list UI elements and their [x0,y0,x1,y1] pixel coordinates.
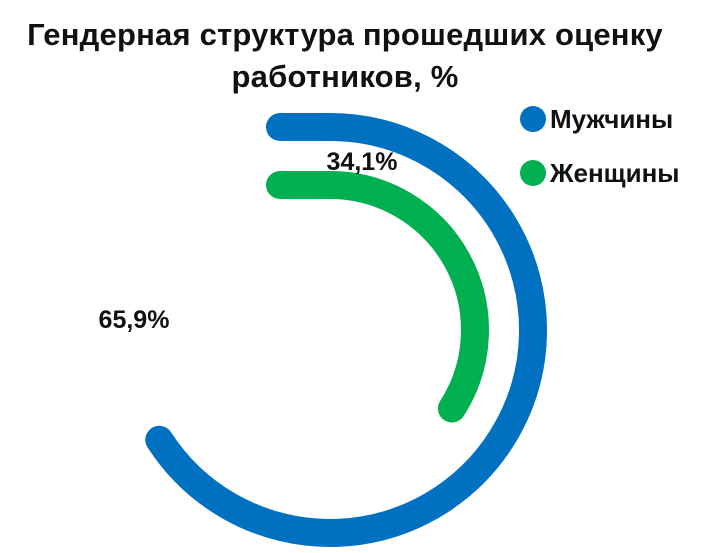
legend: Мужчины Женщины [520,92,680,200]
legend-marker-women [520,160,546,186]
legend-label-men: Мужчины [550,103,674,134]
legend-marker-men [520,106,546,132]
data-label-women: 34,1% [327,148,398,176]
arc-women [266,171,489,423]
legend-label-women: Женщины [550,157,680,188]
legend-item-women: Женщины [520,146,680,200]
chart-title: Гендерная структура прошедших оценку раб… [27,17,663,94]
legend-item-men: Мужчины [520,92,680,146]
data-label-men: 65,9% [99,306,170,334]
arc-men [145,113,548,547]
